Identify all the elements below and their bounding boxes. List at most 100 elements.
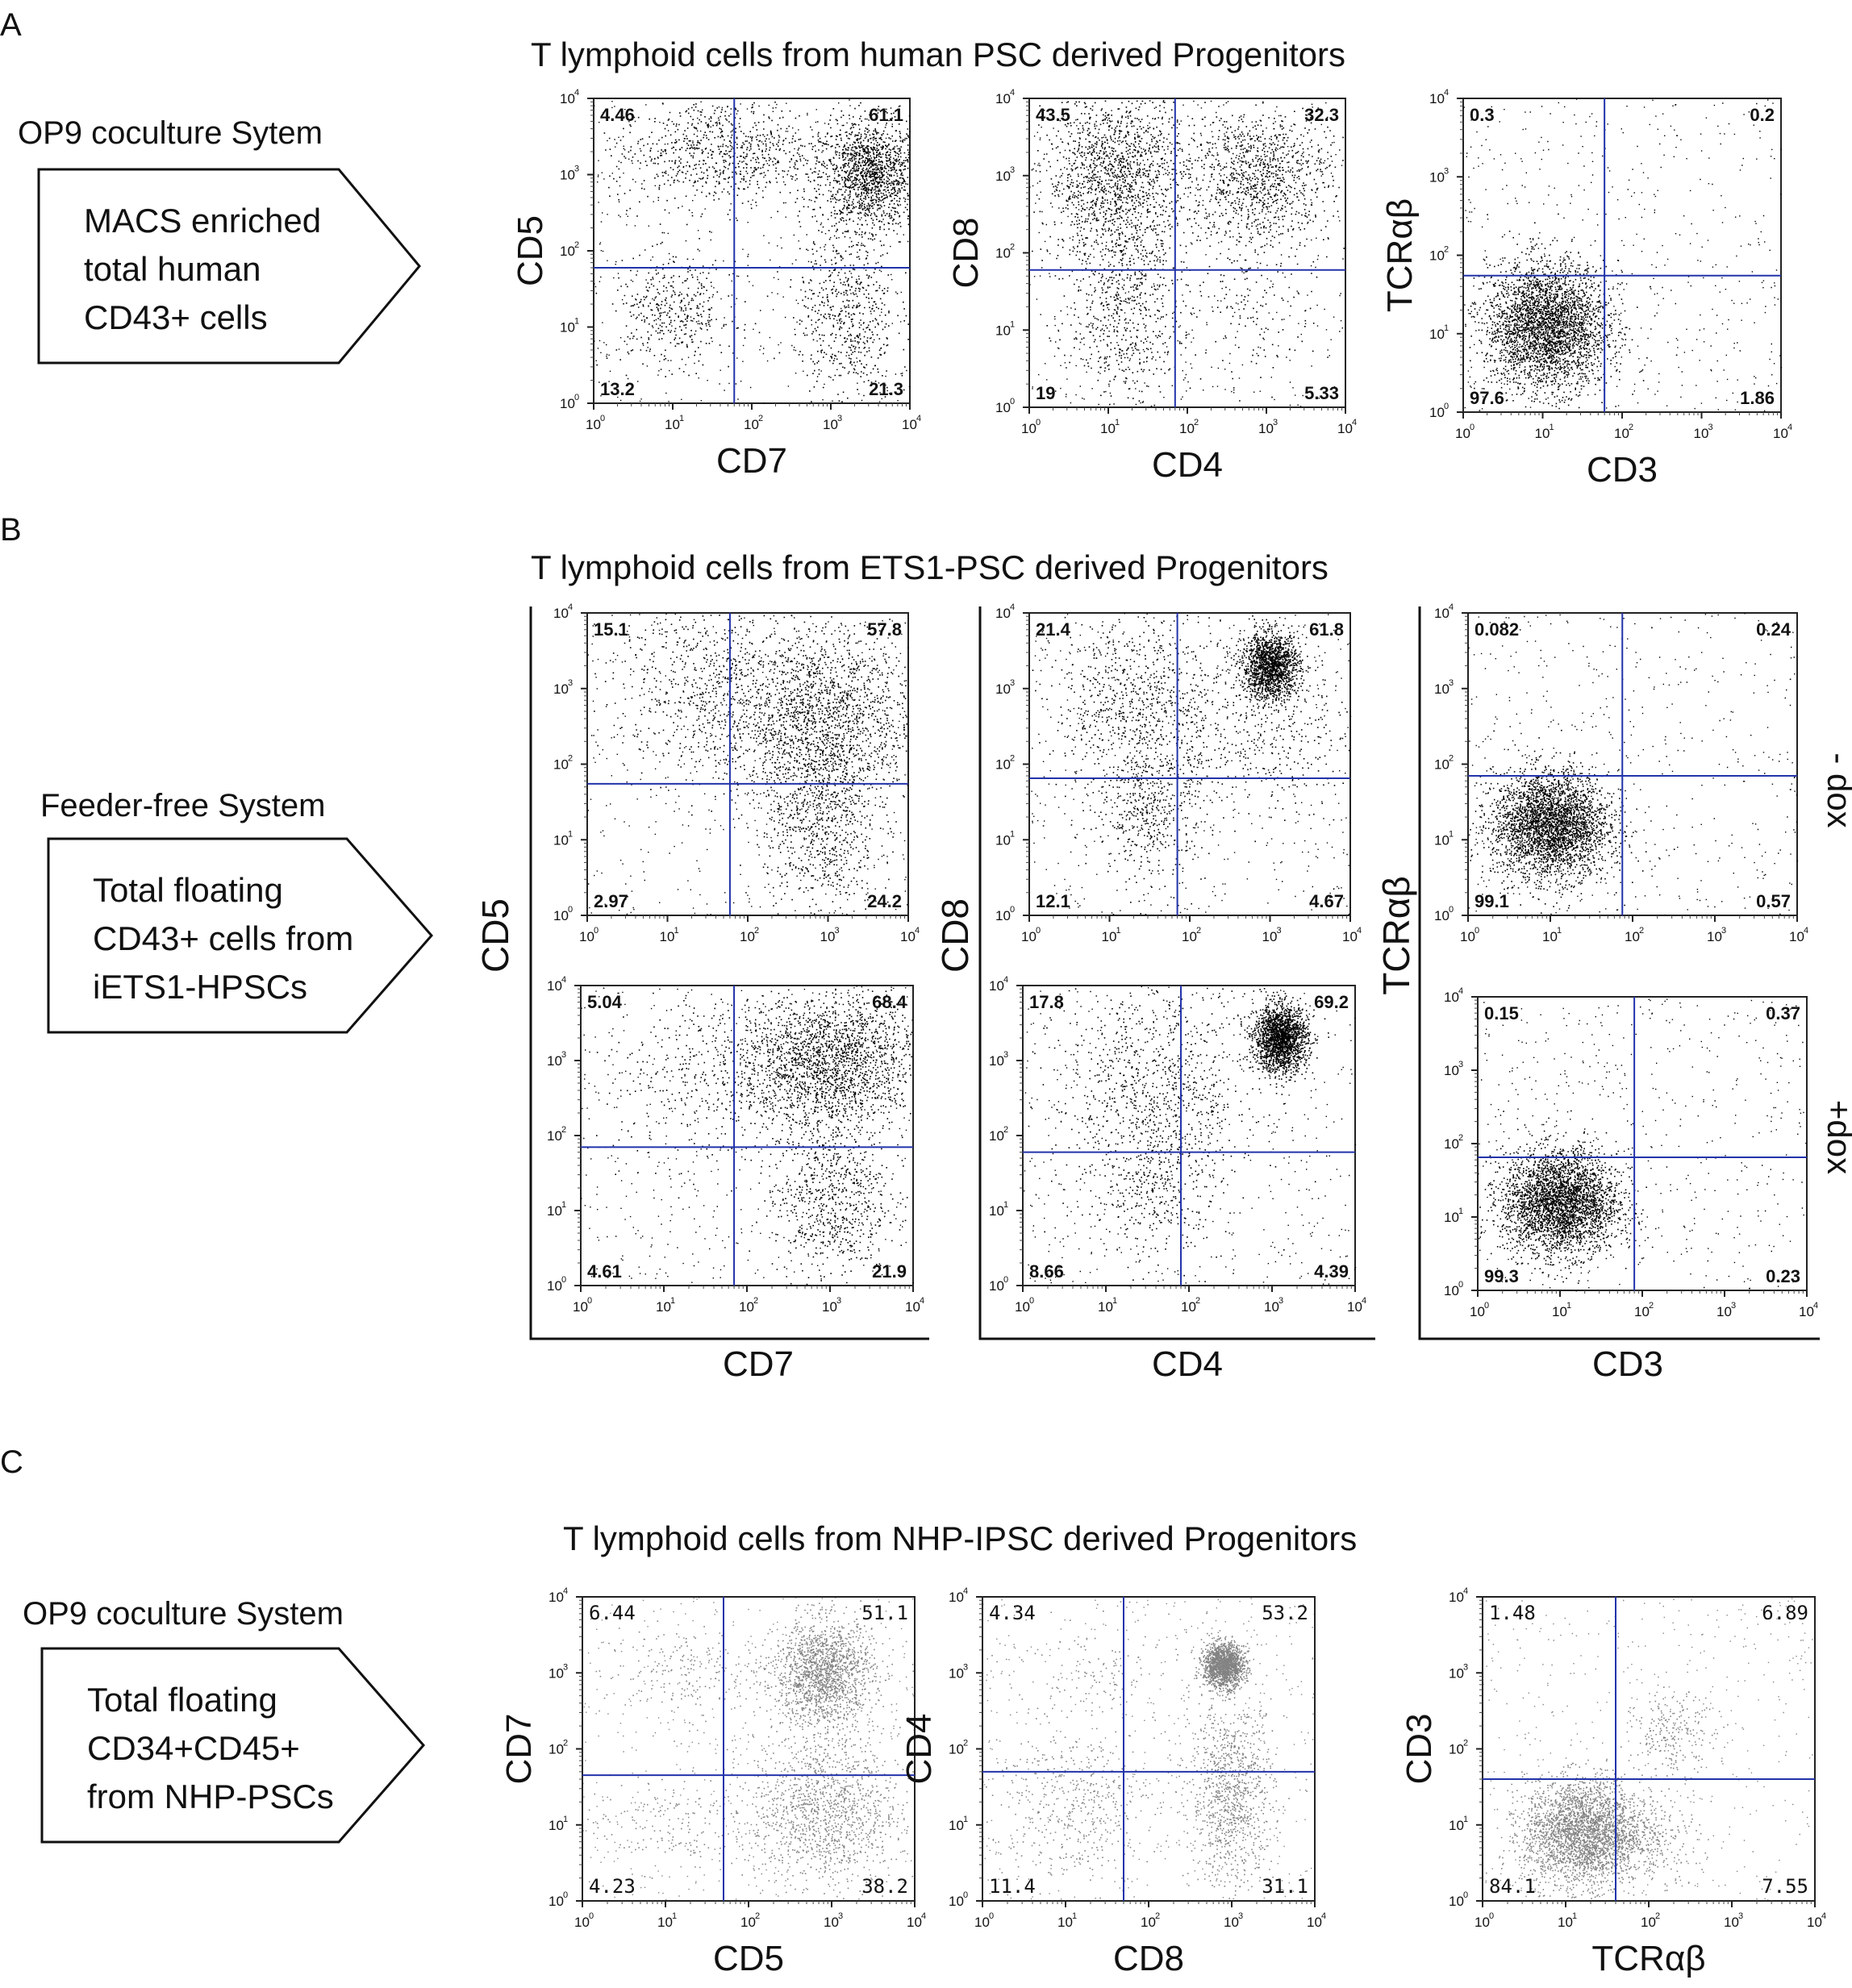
y-tick-exponent: 3 (1003, 1050, 1008, 1060)
y-tick-label: 10 (989, 1203, 1004, 1219)
flow-plot-c3: 10 010 010 110 110 210 210 310 310 410 41.48 6.8984… (1399, 1586, 1826, 1978)
x-tick-label: 10 (1460, 929, 1475, 944)
x-axis-label: CD8 (1113, 1939, 1184, 1978)
plot-frame (593, 98, 911, 404)
quadrant-upper-left: 15.1 (594, 619, 628, 640)
section-b-title: T lymphoid cells from ETS1-PSC derived P… (531, 548, 1329, 586)
y-tick-label: 10 (1449, 1742, 1464, 1757)
x-tick-exponent: 0 (594, 926, 599, 936)
x-tick-exponent: 1 (674, 926, 679, 936)
quadrant-lower-right: 5.33 (1304, 383, 1339, 403)
quadrant-lower-right: 38.2 (861, 1875, 908, 1898)
y-tick-label: 10 (1429, 405, 1445, 420)
x-tick-label: 10 (573, 1299, 588, 1315)
sample-box-line: CD43+ cells (84, 298, 268, 336)
quadrant-lower-left: 4.61 (587, 1261, 622, 1282)
x-tick-exponent: 2 (758, 414, 763, 423)
y-tick-label: 10 (560, 320, 575, 336)
y-tick-label: 10 (1444, 1210, 1459, 1225)
y-tick-exponent: 4 (568, 602, 573, 612)
y-tick-label: 10 (995, 400, 1011, 415)
y-tick-label: 10 (553, 908, 569, 923)
x-tick-exponent: 3 (835, 926, 840, 936)
y-tick-label: 10 (949, 1742, 964, 1757)
x-tick-label: 10 (905, 1299, 920, 1315)
x-tick-label: 10 (1707, 929, 1722, 944)
y-tick-exponent: 1 (963, 1815, 968, 1824)
x-tick-exponent: 2 (1649, 1301, 1654, 1311)
x-tick-label: 10 (1789, 929, 1804, 944)
y-tick-exponent: 4 (561, 975, 566, 985)
x-tick-label: 10 (1337, 421, 1353, 436)
quadrant-upper-right: 69.2 (1314, 992, 1349, 1012)
flow-plot-a3: 10 010 010 110 110 210 210 310 310 410 40.3 0.297.6… (1380, 88, 1792, 490)
quadrant-lower-left: 84.1 (1489, 1875, 1536, 1898)
quadrant-lower-right: 4.67 (1309, 891, 1344, 911)
y-tick-exponent: 2 (1444, 245, 1449, 255)
x-tick-exponent: 4 (1787, 423, 1792, 432)
x-tick-exponent: 3 (1273, 418, 1278, 427)
y-tick-label: 10 (549, 1818, 564, 1833)
x-tick-exponent: 4 (1813, 1301, 1818, 1311)
quadrant-upper-right: 0.2 (1750, 105, 1775, 125)
y-tick-label: 10 (1444, 1283, 1459, 1298)
x-tick-exponent: 4 (1821, 1911, 1826, 1921)
flow-plots: 10 010 010 110 110 210 210 310 310 410 44.46 61.113… (499, 88, 1826, 1978)
x-tick-exponent: 0 (589, 1911, 594, 1921)
y-tick-label: 10 (1449, 1665, 1464, 1681)
x-tick-label: 10 (665, 417, 680, 432)
group-ylabel-tcrab: TCRαβ (1375, 876, 1417, 995)
y-tick-exponent: 4 (1010, 88, 1015, 98)
y-tick-label: 10 (549, 1894, 564, 1909)
quadrant-upper-left: 17.8 (1029, 992, 1064, 1012)
y-tick-exponent: 3 (963, 1662, 968, 1672)
quadrant-lower-right: 4.39 (1314, 1261, 1349, 1282)
quadrant-upper-left: 1.48 (1489, 1602, 1536, 1624)
x-tick-exponent: 1 (1072, 1911, 1077, 1921)
quadrant-lower-left: 13.2 (600, 379, 635, 399)
y-tick-label: 10 (949, 1590, 964, 1605)
x-tick-label: 10 (657, 1915, 673, 1930)
x-axis-label: TCRαβ (1591, 1939, 1705, 1978)
x-tick-label: 10 (1262, 929, 1278, 944)
flow-plot-b1: 10 010 010 110 110 210 210 310 310 410 415.1 57.82.… (553, 602, 920, 944)
y-tick-exponent: 2 (1010, 243, 1015, 252)
x-tick-label: 10 (656, 1299, 671, 1315)
y-tick-label: 10 (1434, 681, 1449, 697)
section-c-system-label: OP9 coculture System (23, 1596, 344, 1632)
quadrant-upper-right: 0.24 (1756, 619, 1792, 640)
x-axis-label: CD7 (716, 441, 787, 481)
x-tick-exponent: 0 (1475, 926, 1479, 936)
quadrant-upper-right: 53.2 (1262, 1602, 1308, 1624)
y-tick-label: 10 (1429, 91, 1445, 106)
x-tick-exponent: 1 (670, 1296, 675, 1306)
x-tick-exponent: 3 (1277, 926, 1282, 936)
y-tick-label: 10 (995, 91, 1011, 106)
sample-box-line: from NHP-PSCs (87, 1778, 334, 1815)
quadrant-lower-left: 4.23 (589, 1875, 636, 1898)
x-tick-exponent: 3 (836, 1296, 841, 1306)
y-tick-exponent: 1 (1463, 1815, 1468, 1824)
y-tick-exponent: 2 (568, 754, 573, 764)
section-b-group-brackets (529, 606, 1820, 1340)
y-tick-label: 10 (1429, 327, 1445, 342)
x-tick-label: 10 (1724, 1915, 1739, 1930)
x-tick-exponent: 1 (679, 414, 684, 423)
section-c-sample-box: Total floating CD34+CD45+ from NHP-PSCs (40, 1647, 425, 1844)
quadrant-lower-left: 2.97 (594, 891, 628, 911)
sample-box-line: CD43+ cells from (93, 919, 353, 957)
y-tick-label: 10 (995, 323, 1011, 338)
x-tick-exponent: 0 (587, 1296, 592, 1306)
y-tick-exponent: 0 (1444, 402, 1449, 411)
quadrant-lower-left: 11.4 (989, 1875, 1036, 1898)
quadrant-upper-right: 0.37 (1766, 1003, 1800, 1023)
quadrant-upper-left: 0.3 (1470, 105, 1495, 125)
quadrant-upper-right: 51.1 (861, 1602, 908, 1624)
y-axis-label: CD5 (511, 215, 550, 286)
quadrant-lower-left: 99.1 (1475, 891, 1509, 911)
y-tick-label: 10 (995, 681, 1011, 697)
y-axis-label: CD3 (1399, 1713, 1439, 1784)
y-tick-exponent: 1 (1444, 323, 1449, 333)
x-tick-exponent: 0 (1484, 1301, 1489, 1311)
y-tick-label: 10 (949, 1894, 964, 1909)
